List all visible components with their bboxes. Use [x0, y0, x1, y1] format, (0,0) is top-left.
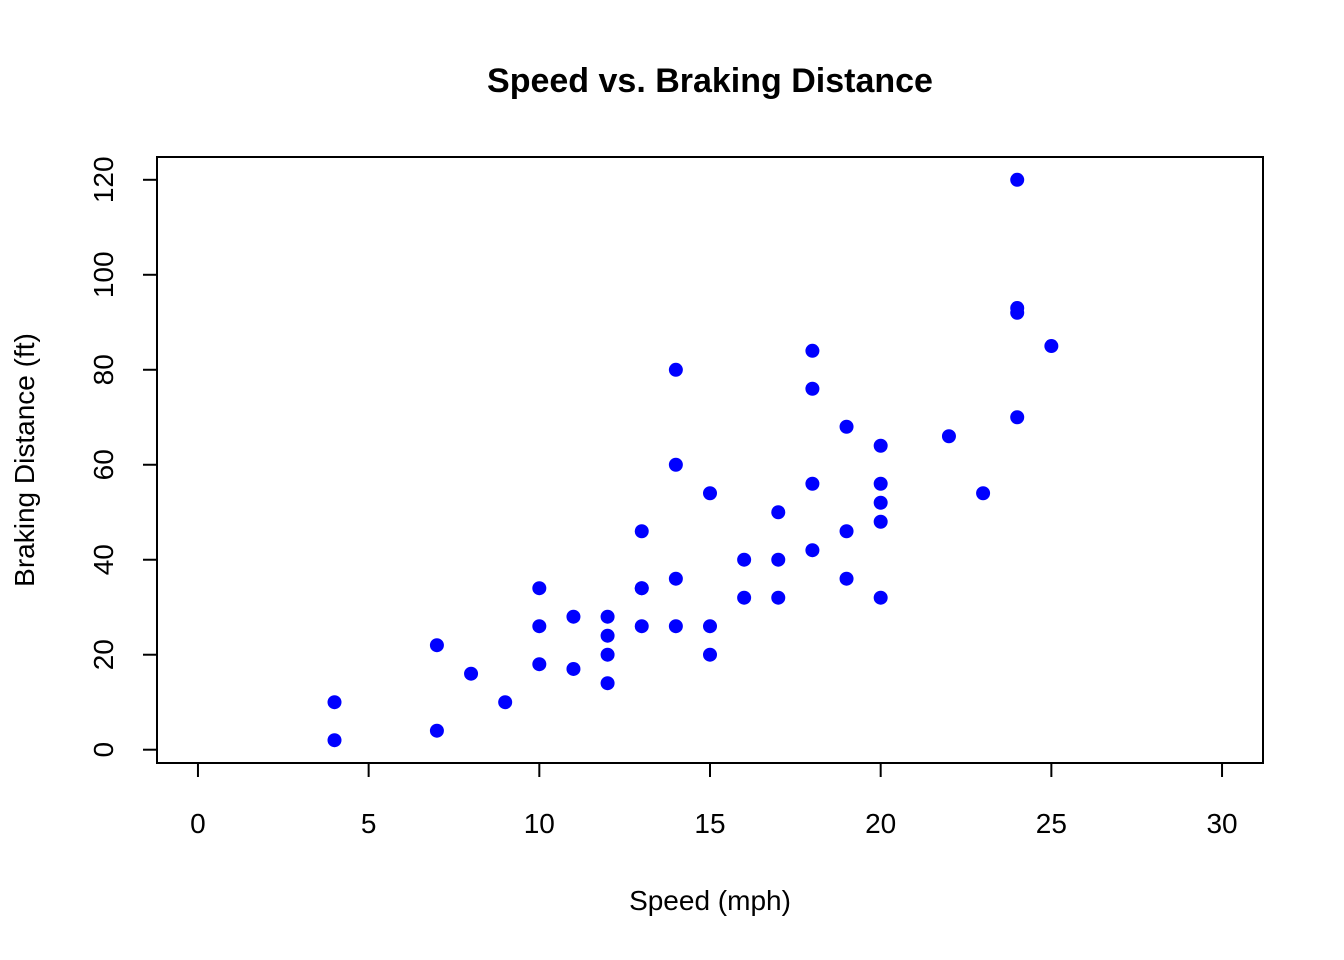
x-tick-label: 15 — [694, 808, 725, 839]
data-point — [327, 695, 342, 710]
x-tick-label: 0 — [190, 808, 206, 839]
data-point — [873, 495, 888, 510]
data-point — [873, 514, 888, 529]
y-tick-label: 0 — [88, 742, 119, 758]
data-point — [464, 666, 479, 681]
data-point — [873, 438, 888, 453]
data-point — [737, 552, 752, 567]
x-axis: 0 5 10 15 20 25 30 — [190, 762, 1238, 839]
data-point — [873, 476, 888, 491]
data-point — [805, 343, 820, 358]
x-tick-label: 20 — [865, 808, 896, 839]
data-point — [839, 419, 854, 434]
data-point — [668, 457, 683, 472]
data-point — [532, 581, 547, 596]
data-point — [668, 619, 683, 634]
data-point — [771, 590, 786, 605]
data-points — [327, 172, 1059, 748]
data-point — [976, 486, 991, 501]
data-point — [498, 695, 513, 710]
data-point — [668, 362, 683, 377]
data-point — [771, 505, 786, 520]
data-point — [703, 619, 717, 634]
x-tick-label: 10 — [524, 808, 555, 839]
data-point — [1044, 339, 1059, 354]
chart-title: Speed vs. Braking Distance — [487, 62, 933, 100]
data-point — [703, 486, 717, 501]
x-tick-label: 30 — [1206, 808, 1237, 839]
y-axis-label: Braking Distance (ft) — [9, 333, 40, 587]
data-point — [805, 543, 820, 558]
data-point — [327, 733, 342, 748]
data-point — [1010, 172, 1025, 187]
data-point — [532, 619, 547, 634]
data-point — [600, 647, 615, 662]
x-tick-label: 5 — [361, 808, 377, 839]
x-axis-label: Speed (mph) — [629, 885, 791, 916]
data-point — [703, 647, 717, 662]
y-axis: 0 20 40 60 80 100 120 — [88, 156, 158, 758]
data-point — [566, 661, 581, 676]
y-tick-label: 100 — [88, 251, 119, 298]
data-point — [600, 628, 615, 643]
y-tick-label: 120 — [88, 156, 119, 203]
data-point — [566, 609, 581, 624]
data-point — [771, 552, 786, 567]
data-point — [737, 590, 752, 605]
data-point — [839, 571, 854, 586]
data-point — [532, 657, 547, 672]
y-tick-label: 60 — [88, 449, 119, 480]
data-point — [1010, 410, 1025, 425]
data-point — [873, 590, 888, 605]
data-point — [634, 581, 649, 596]
y-tick-label: 20 — [88, 639, 119, 670]
data-point — [805, 381, 820, 396]
plot-frame — [156, 156, 1264, 764]
data-point — [941, 429, 956, 444]
y-tick-label: 80 — [88, 354, 119, 385]
data-point — [805, 476, 820, 491]
data-point — [839, 524, 854, 539]
data-point — [634, 619, 649, 634]
data-point — [429, 723, 444, 738]
y-tick-label: 40 — [88, 544, 119, 575]
data-point — [600, 609, 615, 624]
data-point — [429, 638, 444, 653]
x-tick-label: 25 — [1036, 808, 1067, 839]
data-point — [600, 676, 615, 691]
data-point — [634, 524, 649, 539]
data-point — [1010, 301, 1025, 316]
data-point — [668, 571, 683, 586]
